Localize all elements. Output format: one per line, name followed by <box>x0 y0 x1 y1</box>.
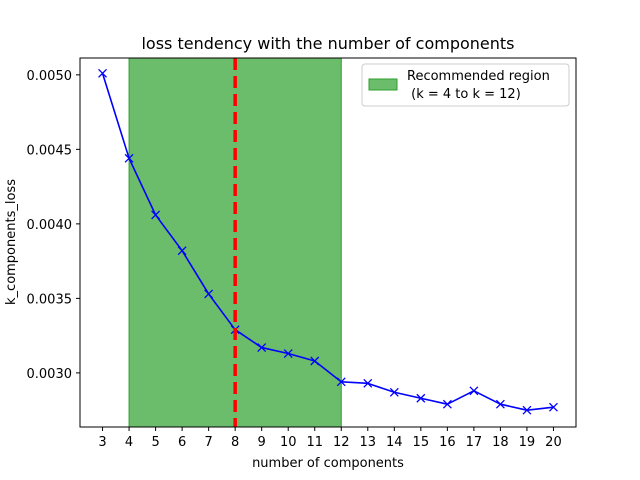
data-point <box>310 356 320 366</box>
data-point <box>124 153 134 163</box>
x-tick-label: 5 <box>151 435 159 450</box>
data-point <box>204 289 214 299</box>
legend-label-line1: Recommended region <box>407 69 550 84</box>
x-tick-label: 14 <box>386 435 403 450</box>
data-point <box>151 210 161 220</box>
data-point <box>469 386 479 396</box>
x-tick-label: 13 <box>360 435 377 450</box>
data-point <box>495 399 505 409</box>
x-tick-label: 4 <box>125 435 133 450</box>
y-tick-label: 0.0040 <box>27 218 73 233</box>
y-axis-label: k_components_loss <box>4 179 19 305</box>
data-point <box>389 387 399 397</box>
y-tick-label: 0.0045 <box>27 143 73 158</box>
x-axis-label: number of components <box>252 456 404 471</box>
legend-swatch-recommended-region <box>368 78 398 91</box>
x-tick-label: 8 <box>231 435 239 450</box>
legend-box <box>361 63 570 107</box>
data-point <box>336 377 346 387</box>
data-point <box>548 402 558 412</box>
x-tick-label: 19 <box>519 435 536 450</box>
x-tick-label: 17 <box>466 435 483 450</box>
data-point <box>98 68 108 78</box>
axes-frame <box>79 57 577 428</box>
series-line <box>101 73 554 411</box>
y-axis: 0.0030 0.0035 0.0040 0.0045 0.0050 <box>27 69 80 382</box>
x-tick-label: 20 <box>545 435 562 450</box>
x-tick-label: 11 <box>306 435 323 450</box>
chart-title: loss tendency with the number of compone… <box>141 34 514 53</box>
y-tick-label: 0.0050 <box>27 69 73 84</box>
legend: Recommended region (k = 4 to k = 12) <box>361 63 570 107</box>
data-point <box>177 246 187 256</box>
data-point <box>363 378 373 388</box>
x-tick-label: 18 <box>492 435 509 450</box>
data-point <box>257 343 267 353</box>
x-tick-label: 3 <box>98 435 106 450</box>
data-point <box>416 393 426 403</box>
x-tick-label: 7 <box>205 435 213 450</box>
x-tick-label: 15 <box>413 435 430 450</box>
data-point <box>442 399 452 409</box>
data-point <box>522 405 532 415</box>
x-axis: 3 4 5 6 7 8 9 10 11 12 13 14 15 16 17 18 19 20 <box>98 427 562 450</box>
data-point <box>283 349 293 358</box>
legend-label-line2: (k = 4 to k = 12) <box>407 87 521 102</box>
x-tick-label: 6 <box>178 435 186 450</box>
x-tick-label: 16 <box>439 435 456 450</box>
x-tick-label: 12 <box>333 435 350 450</box>
plot-area <box>98 57 558 428</box>
x-tick-label: 10 <box>280 435 297 450</box>
y-tick-label: 0.0030 <box>27 367 73 382</box>
y-tick-label: 0.0035 <box>27 292 73 307</box>
x-tick-label: 9 <box>258 435 266 450</box>
